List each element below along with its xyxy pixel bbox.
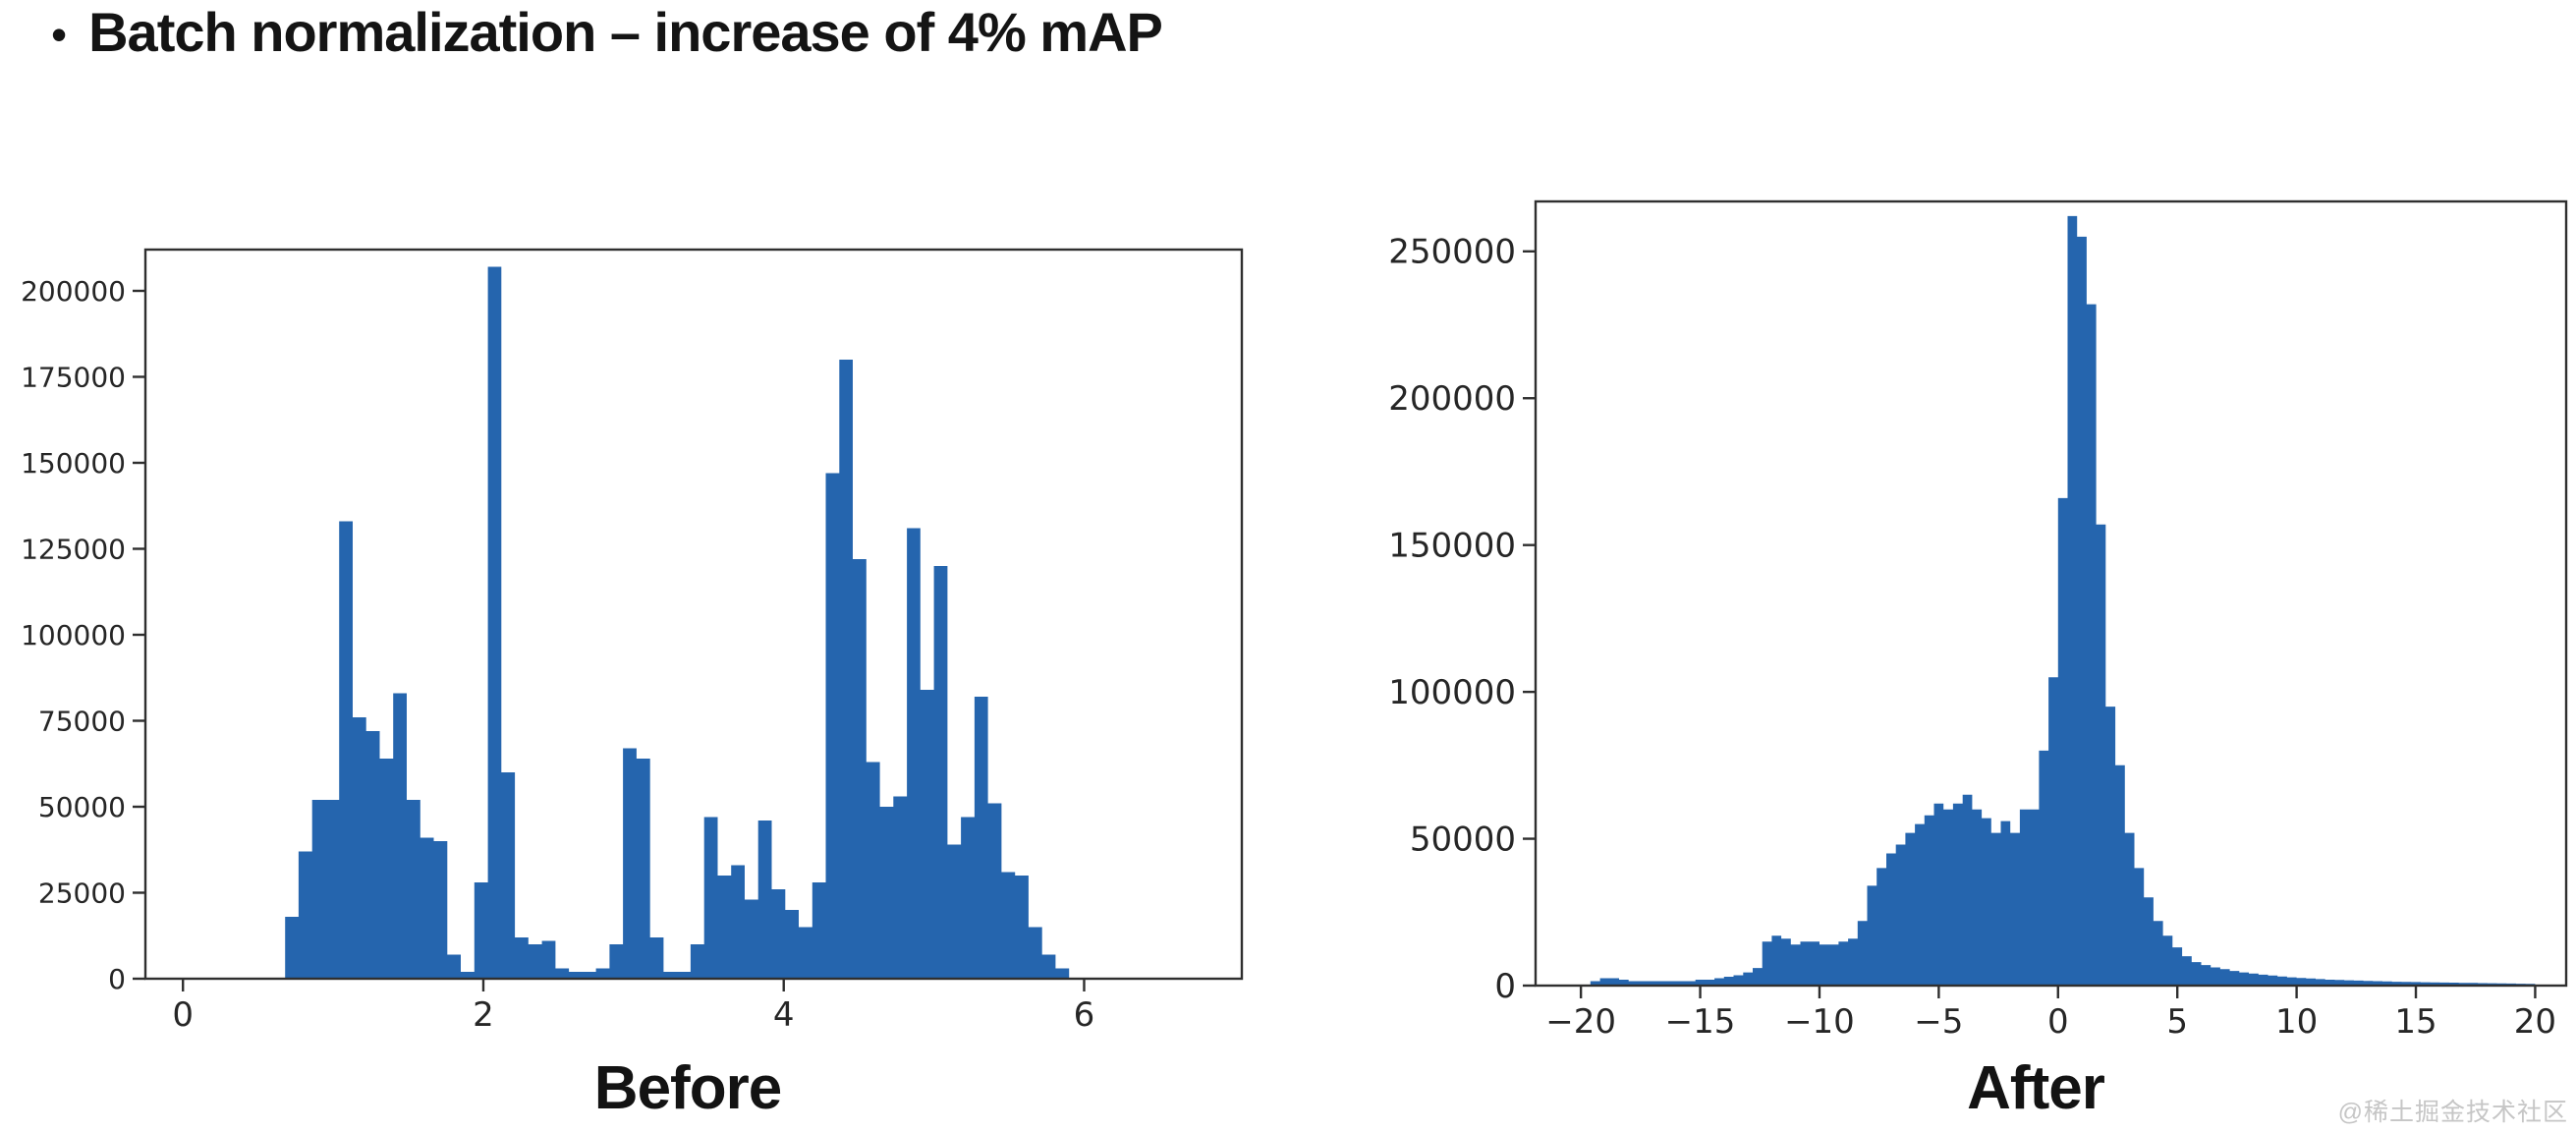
y-tick-label: 0 bbox=[1494, 967, 1516, 1006]
x-tick-label: −20 bbox=[1545, 1002, 1616, 1042]
histogram-bars bbox=[1590, 215, 2536, 986]
after-histogram: −20 −15 −10 −5 0 5 10 15 20 0 50000 100000 150000 200… bbox=[1388, 199, 2568, 1042]
x-tick-label: −15 bbox=[1665, 1002, 1736, 1042]
y-tick-label: 150000 bbox=[1388, 527, 1516, 566]
after-caption: After bbox=[1967, 1054, 2105, 1122]
x-tick-label: 5 bbox=[2166, 1002, 2188, 1042]
x-tick-label: 10 bbox=[2275, 1002, 2318, 1042]
y-tick-label: 250000 bbox=[1388, 233, 1516, 272]
y-tick-label: 0 bbox=[108, 963, 126, 995]
x-tick-label: 6 bbox=[1074, 995, 1095, 1035]
slide-title-text: Batch normalization – increase of 4% mAP bbox=[88, 1, 1163, 63]
x-tick-label: −5 bbox=[1914, 1002, 1963, 1042]
y-tick-label: 200000 bbox=[1388, 379, 1516, 419]
bullet-icon: • bbox=[51, 9, 68, 60]
watermark-text: @稀土掘金技术社区 bbox=[2337, 1099, 2568, 1126]
y-tick-label: 125000 bbox=[21, 533, 126, 565]
plot-border bbox=[1534, 199, 2568, 988]
y-tick-label: 175000 bbox=[21, 361, 126, 393]
y-tick-label: 25000 bbox=[38, 877, 126, 909]
y-tick-label: 100000 bbox=[1388, 673, 1516, 712]
y-tick-label: 150000 bbox=[21, 447, 126, 480]
x-tick-label: 4 bbox=[773, 995, 795, 1035]
y-tick-label: 100000 bbox=[21, 619, 126, 651]
x-tick-label: 15 bbox=[2394, 1002, 2436, 1042]
before-histogram: 0 2 4 6 0 25000 50000 75000 100000 125000 150000 17… bbox=[21, 248, 1244, 1035]
x-tick-label: 0 bbox=[172, 995, 194, 1035]
y-tick-label: 50000 bbox=[38, 791, 126, 823]
histogram-bars bbox=[285, 266, 1070, 979]
slide-title: • Batch normalization – increase of 4% m… bbox=[51, 1, 1163, 63]
x-tick-label: 0 bbox=[2047, 1002, 2069, 1042]
x-tick-label: 20 bbox=[2514, 1002, 2556, 1042]
x-tick-label: 2 bbox=[473, 995, 494, 1035]
y-tick-label: 50000 bbox=[1410, 820, 1516, 859]
x-tick-label: −10 bbox=[1784, 1002, 1855, 1042]
y-tick-label: 75000 bbox=[38, 705, 126, 737]
before-caption: Before bbox=[593, 1054, 782, 1122]
plot-border bbox=[143, 248, 1244, 981]
y-tick-label: 200000 bbox=[21, 275, 126, 308]
